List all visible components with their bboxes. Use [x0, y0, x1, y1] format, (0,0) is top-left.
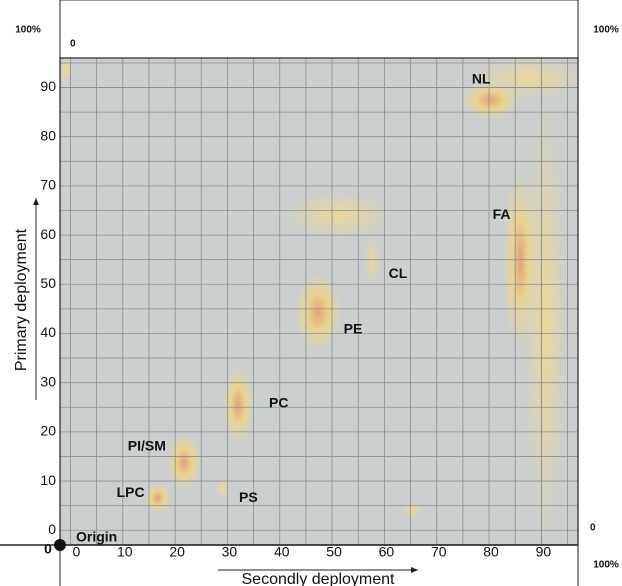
y-axis-title: Primary deployment: [13, 228, 30, 371]
x-tick-label: 10: [117, 544, 133, 560]
blob: [222, 365, 254, 445]
corner-label: 100%: [593, 25, 619, 36]
annotation: LPC: [117, 484, 145, 500]
y-tick-label: 40: [40, 324, 56, 340]
corner-label: 0: [590, 523, 596, 534]
y-tick-label: 10: [40, 472, 56, 488]
x-tick-label: 0: [72, 544, 80, 560]
annotation: FA: [493, 206, 511, 222]
annotation: Origin: [76, 528, 117, 544]
x-tick-label: 70: [431, 544, 447, 560]
corner-label: 0: [70, 39, 76, 50]
corner-label: 100%: [15, 25, 41, 36]
x-tick-label: 20: [169, 544, 185, 560]
blob: [402, 500, 422, 520]
origin-point: [54, 539, 66, 551]
x-tick-label: 30: [222, 544, 238, 560]
annotation: NL: [472, 70, 491, 86]
x-tick-label: 40: [274, 544, 290, 560]
x-tick-label: 80: [483, 544, 499, 560]
x-tick-label: 90: [536, 544, 552, 560]
blob: [283, 191, 393, 239]
y-tick-label: 70: [40, 177, 56, 193]
blob: [166, 432, 202, 492]
blob: [144, 482, 172, 514]
y-tick-label: 60: [40, 226, 56, 242]
top-strip: [60, 0, 578, 58]
x-tick-label: 60: [379, 544, 395, 560]
x-axis-title: Secondly deployment: [242, 571, 396, 586]
annotation: PE: [344, 321, 363, 337]
y-tick-label: 50: [40, 275, 56, 291]
chart: 100% 0 100% 0 100% 0 Secondly deployment…: [0, 0, 622, 586]
y-tick-label: 90: [40, 78, 56, 94]
y-tick-label: 0: [48, 521, 56, 537]
x-tick-label: 50: [326, 544, 342, 560]
annotation: PC: [269, 395, 288, 411]
corner-label: 100%: [593, 560, 619, 571]
y-tick-label: 80: [40, 127, 56, 143]
annotation: PI/SM: [128, 437, 166, 453]
corner-label: 0: [44, 541, 52, 557]
annotation: PS: [239, 489, 258, 505]
y-tick-label: 20: [40, 423, 56, 439]
y-tick-label: 30: [40, 373, 56, 389]
annotation: CL: [389, 265, 408, 281]
